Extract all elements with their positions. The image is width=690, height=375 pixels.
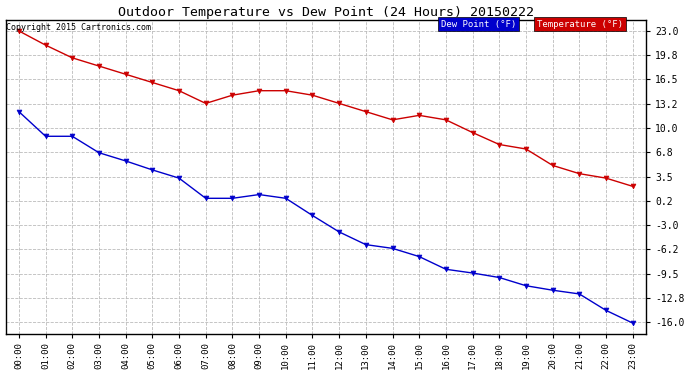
Text: Copyright 2015 Cartronics.com: Copyright 2015 Cartronics.com xyxy=(6,23,151,32)
Title: Outdoor Temperature vs Dew Point (24 Hours) 20150222: Outdoor Temperature vs Dew Point (24 Hou… xyxy=(118,6,534,18)
Text: Dew Point (°F): Dew Point (°F) xyxy=(441,20,516,29)
Text: Temperature (°F): Temperature (°F) xyxy=(537,20,623,29)
